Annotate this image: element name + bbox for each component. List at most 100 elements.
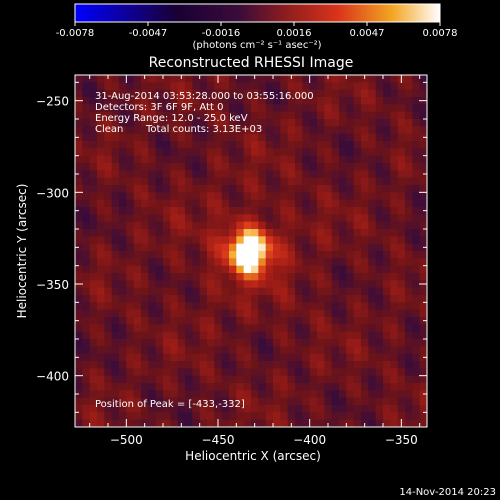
heatmap-cell (339, 412, 347, 421)
heatmap-cell (317, 383, 325, 391)
heatmap-cell (412, 97, 421, 105)
heatmap-cell (155, 353, 164, 362)
heatmap-cell (302, 155, 311, 164)
heatmap-cell (375, 207, 384, 215)
heatmap-cell (185, 309, 193, 318)
heatmap-cell (361, 273, 369, 281)
heatmap-cell (280, 221, 289, 230)
heatmap-cell (236, 405, 245, 413)
heatmap-cell (185, 339, 193, 347)
heatmap-cell (177, 199, 186, 208)
heatmap-cell (302, 265, 311, 274)
heatmap-cell (163, 397, 171, 406)
heatmap-cell (207, 287, 215, 296)
heatmap-cell (104, 273, 113, 281)
heatmap-cell (346, 177, 355, 186)
heatmap-cell (280, 331, 289, 340)
heatmap-cell (199, 214, 208, 223)
heatmap-cell (192, 419, 201, 427)
heatmap-cell (412, 419, 421, 427)
heatmap-cell (192, 192, 201, 201)
heatmap-cell (309, 119, 318, 127)
heatmap-cell (368, 214, 377, 223)
heatmap-cell (280, 383, 289, 391)
heatmap-cell (199, 368, 208, 377)
heatmap-cell (75, 273, 83, 281)
heatmap-cell (207, 155, 215, 164)
heatmap-cell (185, 324, 193, 333)
heatmap-cell (375, 383, 384, 391)
heatmap-cell (199, 397, 208, 406)
heatmap-cell (75, 361, 83, 369)
heatmap-cell (251, 361, 259, 369)
heatmap-cell (141, 280, 149, 289)
heatmap-cell (82, 390, 91, 399)
heatmap-cell (111, 163, 120, 171)
heatmap-cell (353, 412, 362, 421)
heatmap-cell (192, 302, 201, 311)
heatmap-cell (177, 361, 186, 369)
heatmap-cell (368, 141, 377, 149)
heatmap-cell (397, 346, 406, 355)
heatmap-cell (302, 89, 311, 98)
heatmap-cell (236, 170, 245, 179)
heatmap-cell (339, 265, 347, 274)
heatmap-cell (287, 295, 296, 303)
heatmap-cell (199, 141, 208, 149)
heatmap-cell (346, 265, 355, 274)
heatmap-cell (331, 361, 340, 369)
heatmap-cell (317, 251, 325, 259)
heatmap-cell (141, 324, 149, 333)
heatmap-cell (412, 229, 421, 237)
heatmap-cell (111, 82, 120, 91)
heatmap-cell (295, 163, 303, 171)
heatmap-cell (199, 97, 208, 105)
heatmap-cell (309, 82, 318, 91)
heatmap-cell (383, 331, 391, 340)
heatmap-cell (339, 75, 347, 83)
heatmap-cell (133, 412, 142, 421)
heatmap-cell (243, 390, 252, 399)
heatmap-cell (133, 111, 142, 120)
heatmap-cell (361, 397, 369, 406)
heatmap-cell (390, 346, 399, 355)
heatmap-cell (302, 221, 311, 230)
heatmap-cell (280, 214, 289, 223)
heatmap-cell (317, 126, 325, 135)
heatmap-cell (324, 126, 333, 135)
heatmap-cell (111, 287, 120, 296)
heatmap-cell (273, 405, 281, 413)
heatmap-cell (273, 185, 281, 193)
heatmap-cell (133, 75, 142, 83)
heatmap-cell (397, 375, 406, 384)
heatmap-cell (111, 302, 120, 311)
heatmap-cell (331, 309, 340, 318)
heatmap-cell (75, 177, 83, 186)
heatmap-cell (97, 309, 105, 318)
heatmap-cell (185, 89, 193, 98)
heatmap-cell (361, 221, 369, 230)
heatmap-cell (133, 82, 142, 91)
heatmap-cell (251, 258, 259, 267)
heatmap-cell (258, 229, 267, 237)
heatmap-cell (75, 192, 83, 201)
heatmap-cell (375, 221, 384, 230)
heatmap-cell (214, 280, 223, 289)
heatmap-cell (177, 192, 186, 201)
heatmap-cell (163, 214, 171, 223)
heatmap-cell (141, 229, 149, 237)
heatmap-cell (339, 199, 347, 208)
heatmap-cell (192, 97, 201, 105)
heatmap-cell (221, 126, 230, 135)
heatmap-cell (199, 265, 208, 274)
heatmap-cell (375, 346, 384, 355)
colorbar-tick-label: -0.0047 (129, 28, 168, 39)
heatmap-image (75, 75, 427, 427)
heatmap-cell (280, 375, 289, 384)
heatmap-cell (177, 82, 186, 91)
heatmap-cell (97, 82, 105, 91)
heatmap-cell (104, 229, 113, 237)
heatmap-cell (104, 368, 113, 377)
heatmap-cell (390, 111, 399, 120)
heatmap-cell (89, 368, 98, 377)
